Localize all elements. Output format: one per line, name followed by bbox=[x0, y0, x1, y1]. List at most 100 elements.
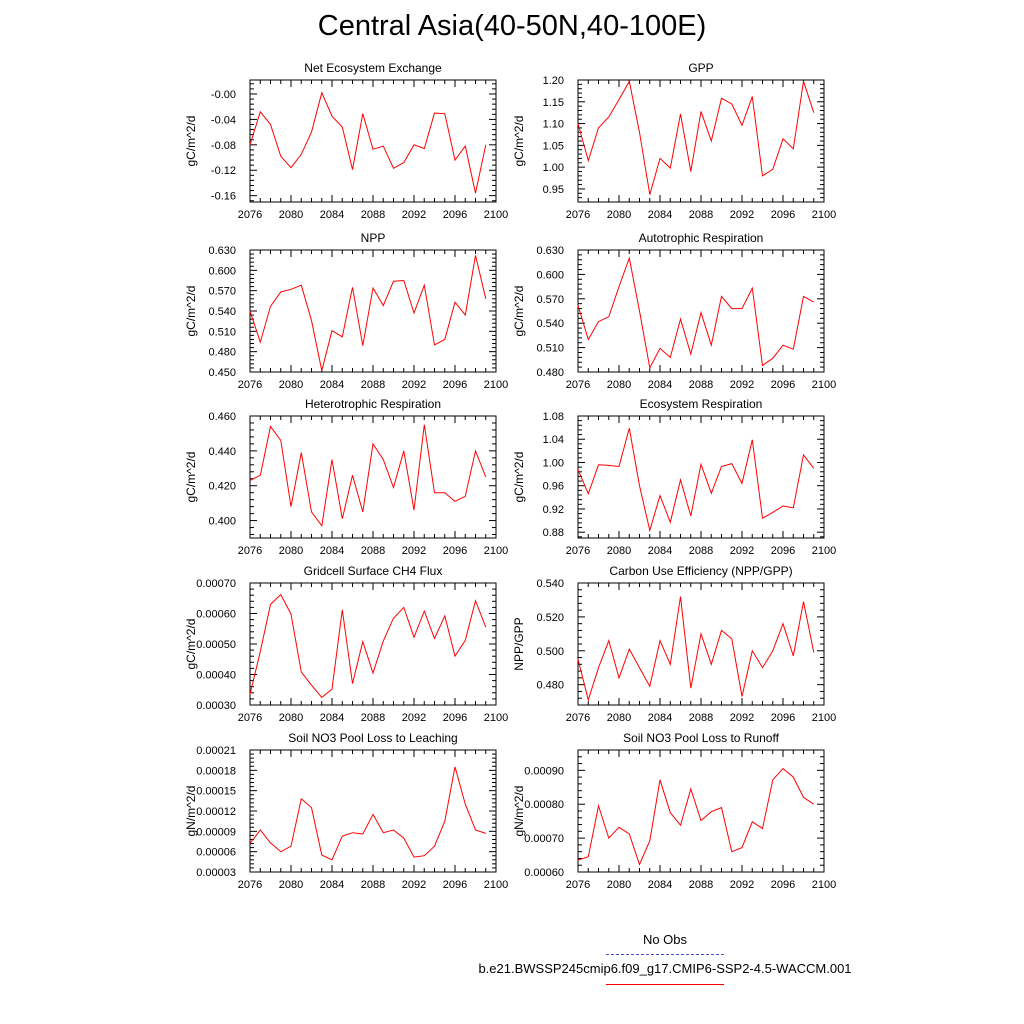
chart-9-ylabel: gN/m^2/d bbox=[184, 786, 198, 837]
chart-4-series-line bbox=[577, 256, 815, 370]
chart-9-ytick-label: 0.00009 bbox=[196, 826, 236, 838]
chart-1-xtick-label: 2092 bbox=[402, 209, 426, 221]
chart-2-ytick-label: 1.15 bbox=[543, 97, 564, 109]
chart-9-ytick-label: 0.00003 bbox=[196, 867, 236, 879]
chart-7-xtick-label: 2088 bbox=[361, 712, 385, 724]
chart-7-ytick-label: 0.00070 bbox=[196, 578, 236, 590]
chart-3-ytick-label: 0.540 bbox=[208, 306, 236, 318]
chart-7-plot-frame bbox=[249, 582, 497, 706]
chart-8-title: Carbon Use Efficiency (NPP/GPP) bbox=[609, 564, 792, 578]
chart-6-xtick-label: 2092 bbox=[730, 545, 754, 557]
chart-7-ytick-label: 0.00030 bbox=[196, 700, 236, 712]
chart-10-xtick-label: 2080 bbox=[607, 879, 631, 891]
chart-4-ytick-label: 0.480 bbox=[536, 367, 564, 379]
legend-model-line bbox=[606, 984, 724, 985]
page-title: Central Asia(40-50N,40-100E) bbox=[317, 10, 707, 42]
chart-10-series-line bbox=[577, 767, 815, 866]
chart-9-xtick-label: 2076 bbox=[238, 879, 262, 891]
chart-7-xtick-label: 2080 bbox=[279, 712, 303, 724]
chart-9-title: Soil NO3 Pool Loss to Leaching bbox=[288, 731, 457, 745]
chart-10-plot-frame bbox=[577, 749, 825, 873]
chart-9-series-line bbox=[249, 766, 486, 861]
chart-8-xtick-label: 2092 bbox=[730, 712, 754, 724]
chart-9-ytick-label: 0.00006 bbox=[196, 847, 236, 859]
chart-3-ytick-label: 0.450 bbox=[208, 367, 236, 379]
chart-6-ytick-label: 1.08 bbox=[543, 411, 564, 423]
chart-3-ytick-label: 0.480 bbox=[208, 347, 236, 359]
chart-9-ytick-label: 0.00015 bbox=[196, 786, 236, 798]
chart-9-ytick-label: 0.00012 bbox=[196, 806, 236, 818]
chart-1-ylabel: gC/m^2/d bbox=[184, 116, 198, 167]
chart-2-series-line bbox=[577, 79, 815, 195]
chart-1-xtick-label: 2096 bbox=[443, 209, 467, 221]
chart-1-xtick-label: 2100 bbox=[484, 209, 508, 221]
chart-6-ytick-label: 0.96 bbox=[543, 481, 564, 493]
chart-4-ytick-label: 0.540 bbox=[536, 318, 564, 330]
chart-10-xtick-label: 2088 bbox=[689, 879, 713, 891]
chart-1-plot-frame bbox=[249, 79, 497, 203]
chart-2-xtick-label: 2100 bbox=[812, 209, 836, 221]
chart-3-series-line bbox=[249, 255, 487, 371]
chart-4-ylabel: gC/m^2/d bbox=[512, 286, 526, 337]
chart-10-ytick-label: 0.00070 bbox=[524, 833, 564, 845]
chart-2-xtick-label: 2076 bbox=[566, 209, 590, 221]
chart-2-ylabel: gC/m^2/d bbox=[512, 116, 526, 167]
legend-model-label: b.e21.BWSSP245cmip6.f09_g17.CMIP6-SSP2-4… bbox=[478, 961, 852, 976]
chart-3-ytick-label: 0.630 bbox=[208, 245, 236, 257]
chart-3-xtick-label: 2100 bbox=[484, 379, 508, 391]
chart-4-xtick-label: 2080 bbox=[607, 379, 631, 391]
chart-5-title: Heterotrophic Respiration bbox=[305, 397, 441, 411]
chart-5-ylabel: gC/m^2/d bbox=[184, 452, 198, 503]
chart-9-xtick-label: 2100 bbox=[484, 879, 508, 891]
chart-6-ylabel: gC/m^2/d bbox=[512, 452, 526, 503]
chart-6-ytick-label: 0.88 bbox=[543, 527, 564, 539]
chart-3-xtick-label: 2084 bbox=[320, 379, 344, 391]
chart-5-ytick-label: 0.420 bbox=[208, 481, 236, 493]
chart-1-series-line bbox=[249, 91, 487, 194]
chart-7-ytick-label: 0.00040 bbox=[196, 670, 236, 682]
chart-8-plot-frame bbox=[577, 582, 825, 706]
chart-9-ytick-label: 0.00021 bbox=[196, 745, 236, 757]
chart-3-xtick-label: 2088 bbox=[361, 379, 385, 391]
chart-4-xtick-label: 2096 bbox=[771, 379, 795, 391]
chart-5-series-line bbox=[249, 424, 487, 528]
chart-1-ytick-label: -0.00 bbox=[211, 89, 236, 101]
chart-5-xtick-label: 2084 bbox=[320, 545, 344, 557]
legend-obs-label: No Obs bbox=[642, 932, 688, 947]
chart-9-xtick-label: 2092 bbox=[402, 879, 426, 891]
chart-3-ytick-label: 0.570 bbox=[208, 286, 236, 298]
chart-10-ylabel: gN/m^2/d bbox=[512, 786, 526, 837]
chart-6-plot-frame bbox=[577, 415, 825, 539]
chart-5-ytick-label: 0.400 bbox=[208, 516, 236, 528]
chart-4-ytick-label: 0.510 bbox=[536, 343, 564, 355]
chart-3-xtick-label: 2080 bbox=[279, 379, 303, 391]
chart-1-title: Net Ecosystem Exchange bbox=[304, 61, 442, 75]
chart-9-xtick-label: 2096 bbox=[443, 879, 467, 891]
chart-9-ytick-label: 0.00018 bbox=[196, 765, 236, 777]
chart-8-ytick-label: 0.500 bbox=[536, 646, 564, 658]
chart-1-xtick-label: 2080 bbox=[279, 209, 303, 221]
chart-1-xtick-label: 2076 bbox=[238, 209, 262, 221]
chart-2-title: GPP bbox=[688, 61, 713, 75]
chart-4-xtick-label: 2084 bbox=[648, 379, 672, 391]
chart-5-ytick-label: 0.440 bbox=[208, 446, 236, 458]
chart-10-ytick-label: 0.00060 bbox=[524, 867, 564, 879]
chart-10-xtick-label: 2100 bbox=[812, 879, 836, 891]
chart-5-xtick-label: 2076 bbox=[238, 545, 262, 557]
chart-6-xtick-label: 2080 bbox=[607, 545, 631, 557]
chart-2-ytick-label: 0.95 bbox=[543, 184, 564, 196]
chart-2-ytick-label: 1.10 bbox=[543, 119, 564, 131]
chart-2-ytick-label: 1.00 bbox=[543, 162, 564, 174]
chart-2-xtick-label: 2084 bbox=[648, 209, 672, 221]
chart-7-xtick-label: 2100 bbox=[484, 712, 508, 724]
chart-3-ytick-label: 0.600 bbox=[208, 265, 236, 277]
chart-5-xtick-label: 2092 bbox=[402, 545, 426, 557]
chart-8-xtick-label: 2100 bbox=[812, 712, 836, 724]
chart-6-title: Ecosystem Respiration bbox=[640, 397, 763, 411]
chart-7-ylabel: gC/m^2/d bbox=[184, 619, 198, 670]
chart-1-xtick-label: 2088 bbox=[361, 209, 385, 221]
chart-4-ytick-label: 0.630 bbox=[536, 245, 564, 257]
chart-9-xtick-label: 2084 bbox=[320, 879, 344, 891]
chart-6-ytick-label: 1.04 bbox=[543, 434, 564, 446]
